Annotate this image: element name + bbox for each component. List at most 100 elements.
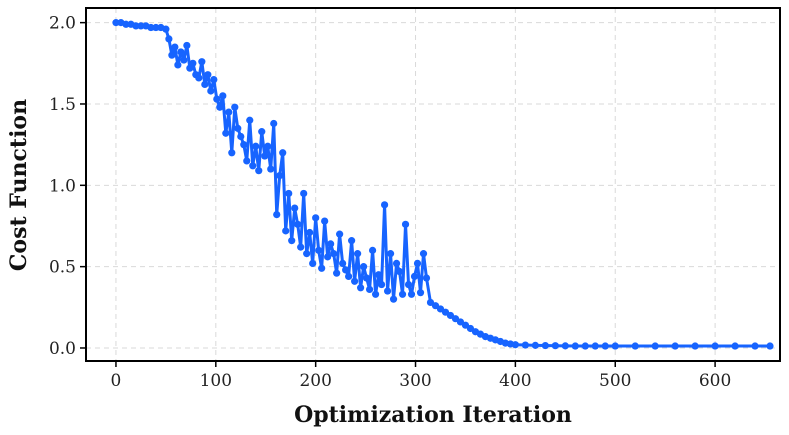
- y-tick-label: 1.0: [49, 176, 76, 196]
- data-point: [288, 237, 296, 245]
- data-point: [112, 19, 120, 27]
- data-point: [294, 220, 302, 228]
- data-point: [237, 132, 245, 141]
- data-point: [521, 341, 529, 349]
- data-point: [207, 87, 215, 95]
- data-point: [210, 75, 218, 84]
- data-point: [348, 237, 356, 245]
- data-point: [351, 277, 359, 285]
- data-point: [531, 341, 539, 349]
- data-point: [383, 287, 392, 295]
- data-point: [631, 342, 639, 350]
- grid: [86, 8, 780, 361]
- data-point: [404, 280, 413, 289]
- y-tick-label: 1.5: [49, 95, 76, 115]
- x-tick-label: 400: [499, 371, 531, 391]
- data-point: [392, 259, 401, 267]
- data-point: [137, 22, 145, 30]
- y-tick-label: 0.5: [49, 258, 76, 278]
- data-point: [357, 284, 365, 292]
- data-point: [189, 59, 197, 67]
- data-point: [365, 285, 374, 294]
- x-axis-title: Optimization Iteration: [294, 402, 572, 428]
- data-point: [751, 342, 759, 350]
- data-point: [377, 280, 386, 289]
- data-point: [306, 228, 314, 237]
- data-point: [270, 119, 278, 128]
- data-point: [731, 342, 739, 350]
- data-point: [195, 74, 203, 82]
- data-point: [419, 250, 428, 258]
- data-point: [258, 128, 266, 136]
- data-point: [264, 142, 272, 150]
- data-point: [386, 250, 395, 258]
- data-point: [342, 266, 350, 274]
- data-point: [291, 204, 299, 212]
- data-point: [246, 116, 254, 124]
- data-point: [249, 162, 257, 170]
- data-point: [611, 342, 619, 350]
- data-point: [601, 342, 609, 350]
- data-point: [339, 259, 347, 267]
- data-point: [273, 210, 281, 219]
- data-point: [327, 240, 335, 248]
- data-point: [201, 80, 209, 89]
- data-point: [300, 189, 308, 198]
- data-point: [219, 92, 227, 100]
- data-point: [243, 157, 251, 165]
- data-point: [324, 253, 332, 261]
- data-point: [168, 51, 176, 59]
- data-point: [766, 342, 774, 350]
- data-point: [225, 108, 233, 116]
- data-point: [398, 290, 407, 298]
- data-point: [380, 201, 389, 209]
- data-point: [389, 295, 398, 303]
- data-point: [330, 250, 338, 258]
- data-point: [422, 274, 431, 282]
- data-point: [255, 167, 263, 175]
- data-point: [198, 58, 206, 66]
- data-point: [368, 246, 377, 254]
- x-tick-label: 300: [399, 371, 431, 391]
- data-point: [413, 259, 422, 267]
- data-point: [152, 23, 160, 32]
- data-point: [222, 129, 230, 137]
- data-point: [671, 342, 679, 350]
- data-point: [407, 290, 416, 298]
- data-point: [318, 264, 326, 272]
- data-point: [204, 71, 212, 79]
- data-point: [174, 61, 182, 69]
- data-point: [651, 342, 659, 350]
- data-point: [362, 274, 371, 282]
- data-point: [261, 152, 269, 160]
- data-point: [282, 227, 290, 235]
- data-point: [321, 217, 329, 225]
- data-point: [401, 220, 410, 228]
- plot-frame: [85, 7, 781, 362]
- data-point: [309, 259, 317, 267]
- data-point: [147, 23, 155, 32]
- data-point: [691, 342, 699, 350]
- x-tick-label: 100: [200, 371, 232, 391]
- data-point: [183, 41, 191, 50]
- data-point: [551, 342, 559, 350]
- data-point: [122, 20, 130, 28]
- data-point: [279, 149, 287, 157]
- data-point: [234, 124, 242, 132]
- data-point: [571, 342, 579, 350]
- data-point: [360, 263, 368, 271]
- data-point: [252, 142, 260, 150]
- data-point: [231, 103, 239, 111]
- data-point: [541, 341, 549, 350]
- data-point: [395, 267, 404, 276]
- data-point: [240, 141, 248, 149]
- data-point: [345, 272, 353, 281]
- y-axis-title: Cost Function: [6, 99, 32, 271]
- data-point: [591, 342, 599, 350]
- y-tick-label: 0.0: [49, 339, 76, 359]
- data-point: [162, 25, 170, 33]
- x-tick-label: 500: [599, 371, 631, 391]
- data-point: [416, 289, 425, 297]
- axis-ticks: 0 100 200 300 400 500 600 0.0 0.5 1.0 1.5 2.0: [49, 14, 731, 391]
- data-point: [511, 341, 519, 349]
